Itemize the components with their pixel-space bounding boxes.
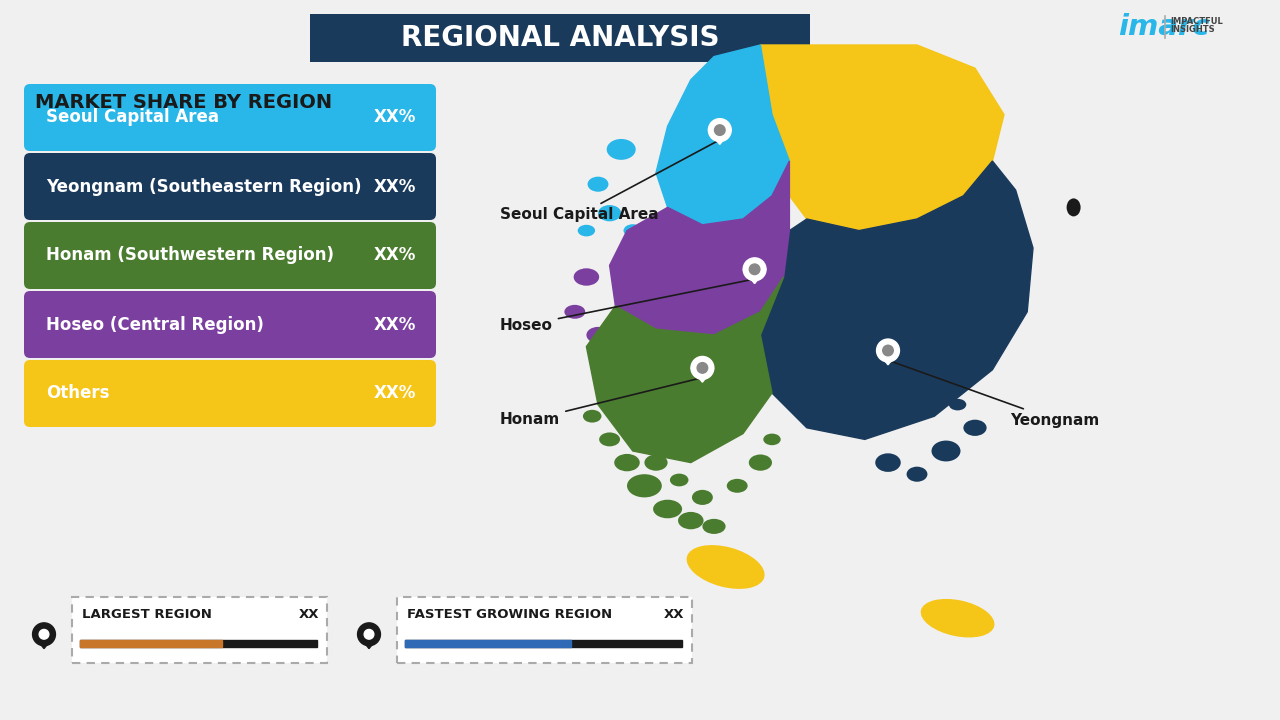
Ellipse shape bbox=[669, 474, 689, 487]
Ellipse shape bbox=[948, 399, 966, 410]
Ellipse shape bbox=[599, 433, 620, 446]
Bar bbox=[79, 640, 223, 647]
Ellipse shape bbox=[703, 519, 726, 534]
FancyBboxPatch shape bbox=[24, 291, 436, 358]
Ellipse shape bbox=[588, 176, 608, 192]
Text: Others: Others bbox=[46, 384, 110, 402]
Ellipse shape bbox=[644, 454, 668, 471]
Text: XX%: XX% bbox=[374, 384, 416, 402]
Polygon shape bbox=[586, 277, 783, 463]
Text: imarc: imarc bbox=[1117, 13, 1210, 41]
FancyBboxPatch shape bbox=[24, 222, 436, 289]
FancyBboxPatch shape bbox=[24, 360, 436, 427]
Text: Seoul Capital Area: Seoul Capital Area bbox=[500, 141, 717, 222]
Ellipse shape bbox=[678, 512, 704, 529]
Text: FASTEST GROWING REGION: FASTEST GROWING REGION bbox=[407, 608, 612, 621]
Polygon shape bbox=[357, 634, 380, 649]
Ellipse shape bbox=[1066, 199, 1080, 217]
Ellipse shape bbox=[607, 139, 636, 160]
Text: Honam (Southwestern Region): Honam (Southwestern Region) bbox=[46, 246, 334, 264]
FancyBboxPatch shape bbox=[24, 153, 436, 220]
Circle shape bbox=[32, 623, 55, 646]
Ellipse shape bbox=[623, 224, 643, 237]
Text: Yeongnam (Southeastern Region): Yeongnam (Southeastern Region) bbox=[46, 178, 361, 196]
Ellipse shape bbox=[763, 433, 781, 445]
Ellipse shape bbox=[653, 500, 682, 518]
Circle shape bbox=[365, 629, 374, 639]
Ellipse shape bbox=[964, 420, 987, 436]
Bar bbox=[404, 640, 682, 647]
Ellipse shape bbox=[727, 479, 748, 492]
Polygon shape bbox=[760, 45, 1004, 230]
Polygon shape bbox=[691, 368, 714, 382]
Ellipse shape bbox=[564, 305, 585, 319]
Polygon shape bbox=[760, 161, 1033, 439]
FancyBboxPatch shape bbox=[72, 597, 326, 663]
Text: XX: XX bbox=[298, 608, 319, 621]
Circle shape bbox=[357, 623, 380, 646]
Text: XX%: XX% bbox=[374, 246, 416, 264]
Polygon shape bbox=[609, 161, 790, 335]
Ellipse shape bbox=[692, 490, 713, 505]
Ellipse shape bbox=[627, 474, 662, 498]
Text: Hoseo (Central Region): Hoseo (Central Region) bbox=[46, 315, 264, 333]
Ellipse shape bbox=[582, 410, 602, 423]
Ellipse shape bbox=[573, 269, 599, 286]
Text: Yeongnam: Yeongnam bbox=[891, 361, 1100, 428]
Ellipse shape bbox=[920, 599, 995, 637]
Text: XX: XX bbox=[663, 608, 684, 621]
Circle shape bbox=[877, 339, 900, 362]
Ellipse shape bbox=[598, 205, 621, 221]
Ellipse shape bbox=[932, 441, 960, 462]
Circle shape bbox=[883, 345, 893, 356]
FancyBboxPatch shape bbox=[310, 14, 810, 62]
Circle shape bbox=[714, 125, 724, 135]
Text: XX%: XX% bbox=[374, 315, 416, 333]
Polygon shape bbox=[744, 269, 765, 284]
Circle shape bbox=[744, 258, 765, 281]
Text: IMPACTFUL: IMPACTFUL bbox=[1170, 17, 1222, 25]
Text: Hoseo: Hoseo bbox=[500, 279, 751, 333]
FancyBboxPatch shape bbox=[397, 597, 692, 663]
Polygon shape bbox=[877, 351, 900, 365]
Text: Honam: Honam bbox=[500, 378, 700, 428]
Bar bbox=[79, 640, 317, 647]
Circle shape bbox=[691, 356, 714, 379]
Polygon shape bbox=[657, 45, 790, 225]
Ellipse shape bbox=[577, 225, 595, 236]
Text: REGIONAL ANALYSIS: REGIONAL ANALYSIS bbox=[401, 24, 719, 52]
Text: Seoul Capital Area: Seoul Capital Area bbox=[46, 109, 219, 127]
Text: XX%: XX% bbox=[374, 109, 416, 127]
Polygon shape bbox=[708, 130, 731, 145]
Circle shape bbox=[698, 363, 708, 373]
Ellipse shape bbox=[876, 454, 901, 472]
Text: XX%: XX% bbox=[374, 178, 416, 196]
FancyBboxPatch shape bbox=[24, 84, 436, 151]
Text: INSIGHTS: INSIGHTS bbox=[1170, 25, 1215, 35]
Circle shape bbox=[708, 119, 731, 142]
Text: LARGEST REGION: LARGEST REGION bbox=[82, 608, 212, 621]
Text: MARKET SHARE BY REGION: MARKET SHARE BY REGION bbox=[35, 92, 332, 112]
Bar bbox=[404, 640, 571, 647]
Ellipse shape bbox=[586, 327, 609, 343]
Ellipse shape bbox=[906, 467, 928, 482]
Circle shape bbox=[749, 264, 760, 274]
Ellipse shape bbox=[614, 454, 640, 472]
Ellipse shape bbox=[749, 454, 772, 471]
Ellipse shape bbox=[686, 545, 764, 589]
Polygon shape bbox=[32, 634, 55, 649]
Circle shape bbox=[40, 629, 49, 639]
